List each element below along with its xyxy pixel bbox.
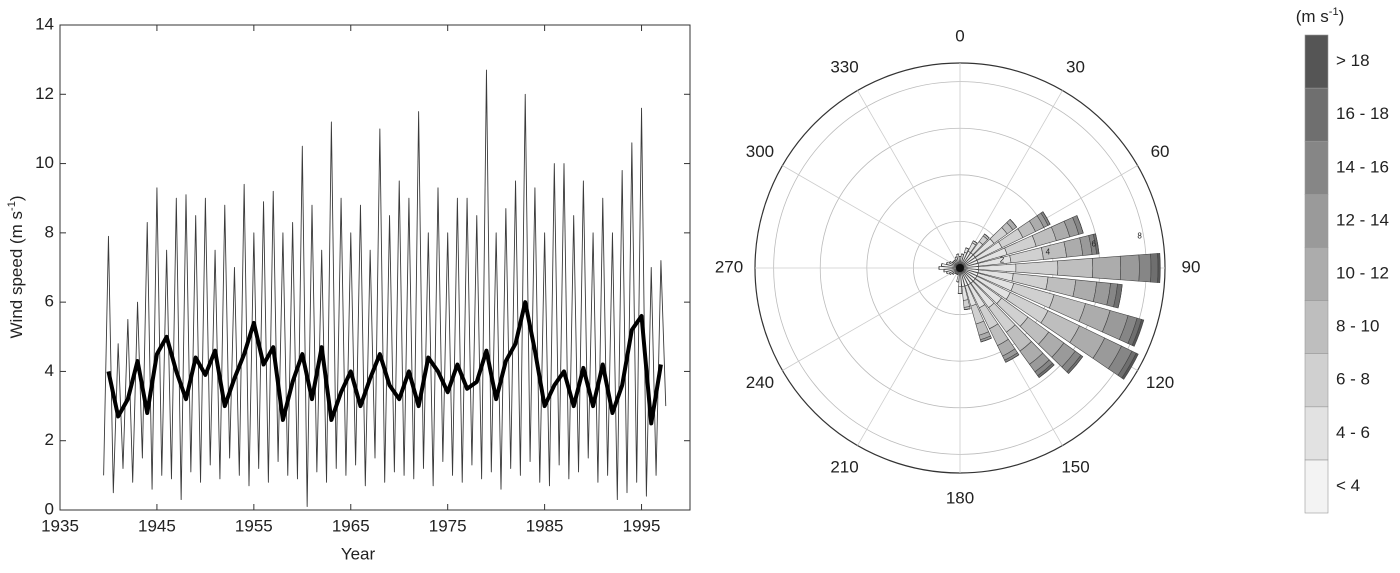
x-axis-label: Year bbox=[341, 544, 376, 563]
angular-grid bbox=[959, 90, 1063, 269]
y-tick-label: 6 bbox=[45, 292, 54, 311]
smoothed-line bbox=[106, 300, 663, 426]
legend-label: 12 - 14 bbox=[1336, 210, 1389, 229]
rose-segment bbox=[980, 337, 992, 343]
rose-segment bbox=[1150, 253, 1159, 283]
angle-label: 60 bbox=[1151, 142, 1170, 161]
rose-segment bbox=[1038, 364, 1055, 378]
radial-tick-label: 2 bbox=[1000, 256, 1005, 265]
rose-segment bbox=[1076, 215, 1084, 234]
radial-tick-label: 4 bbox=[1046, 248, 1051, 257]
legend-label: 6 - 8 bbox=[1336, 370, 1370, 389]
rose-segment bbox=[1063, 237, 1084, 258]
legend-label: < 4 bbox=[1336, 476, 1360, 495]
angle-label: 270 bbox=[715, 257, 743, 276]
radial-tick-label: 8 bbox=[1137, 231, 1142, 240]
angle-label: 90 bbox=[1182, 257, 1201, 276]
legend-label: > 18 bbox=[1336, 51, 1370, 70]
x-tick-label: 1955 bbox=[235, 516, 273, 535]
rose-segment bbox=[984, 233, 990, 239]
y-tick-label: 4 bbox=[45, 361, 54, 380]
y-tick-label: 0 bbox=[45, 499, 54, 518]
legend-title-sup: -1 bbox=[1329, 6, 1339, 18]
rose-segment bbox=[1009, 219, 1017, 228]
legend-swatch bbox=[1304, 459, 1329, 514]
monthly-line bbox=[103, 69, 667, 507]
angle-label: 180 bbox=[946, 488, 974, 507]
plot-frame bbox=[59, 24, 691, 511]
rose-segment bbox=[1005, 354, 1020, 363]
angular-grid bbox=[857, 267, 961, 446]
angle-label: 240 bbox=[746, 373, 774, 392]
rose-segment bbox=[1131, 319, 1145, 347]
x-tick-label: 1945 bbox=[138, 516, 176, 535]
y-tick-label: 8 bbox=[45, 222, 54, 241]
legend-swatch bbox=[1304, 406, 1329, 461]
rose-segment bbox=[949, 272, 951, 275]
legend-title-close: ) bbox=[1339, 7, 1345, 26]
legend-swatch bbox=[1304, 194, 1329, 248]
rose-segment bbox=[1117, 284, 1123, 309]
radial-tick-label: 6 bbox=[1091, 240, 1096, 249]
x-tick-label: 1975 bbox=[429, 516, 467, 535]
x-tick-label: 1965 bbox=[332, 516, 370, 535]
rose-segment bbox=[1057, 257, 1094, 279]
legend-swatch bbox=[1304, 353, 1329, 408]
rose-segment bbox=[962, 299, 971, 308]
legend-swatch bbox=[1304, 34, 1329, 89]
y-tick-label: 12 bbox=[35, 84, 54, 103]
rose-segment bbox=[955, 256, 957, 258]
y-label-sup: -1 bbox=[6, 201, 18, 211]
legend-title: (m s-1) bbox=[1296, 6, 1345, 27]
y-label-close: ) bbox=[7, 196, 26, 202]
x-tick-label: 1995 bbox=[623, 516, 661, 535]
legend-swatch bbox=[1304, 247, 1329, 301]
angle-label: 0 bbox=[955, 26, 964, 45]
rose-segment bbox=[1119, 254, 1140, 282]
angle-label: 30 bbox=[1066, 57, 1085, 76]
rose-segment bbox=[1092, 255, 1122, 281]
y-tick-label: 2 bbox=[45, 430, 54, 449]
rose-segment bbox=[1157, 253, 1161, 283]
y-axis-label: Wind speed (m s-1) bbox=[6, 196, 27, 339]
angle-label: 330 bbox=[830, 57, 858, 76]
rose-segment bbox=[957, 286, 963, 294]
rose-segment bbox=[949, 261, 951, 264]
angle-label: 120 bbox=[1146, 373, 1174, 392]
legend-title-text: (m s bbox=[1296, 7, 1329, 26]
rose-segment bbox=[1138, 253, 1152, 283]
legend-label: 4 - 6 bbox=[1336, 423, 1370, 442]
legend-swatch bbox=[1304, 87, 1329, 142]
angle-label: 210 bbox=[830, 458, 858, 477]
legend-label: 10 - 12 bbox=[1336, 263, 1389, 282]
legend-swatch bbox=[1304, 140, 1329, 195]
rose-segment bbox=[946, 262, 948, 265]
x-tick-label: 1935 bbox=[41, 516, 79, 535]
legend-label: 16 - 18 bbox=[1336, 104, 1389, 123]
rose-segment bbox=[946, 271, 948, 274]
legend-label: 14 - 16 bbox=[1336, 157, 1389, 176]
angle-label: 300 bbox=[746, 142, 774, 161]
rose-segment bbox=[1121, 352, 1139, 380]
angular-grid bbox=[782, 267, 961, 371]
angle-label: 150 bbox=[1061, 458, 1089, 477]
x-tick-label: 1985 bbox=[526, 516, 564, 535]
angular-grid bbox=[782, 165, 961, 269]
rose-segment bbox=[1015, 260, 1059, 276]
angular-grid bbox=[857, 90, 961, 269]
y-label-text: Wind speed (m s bbox=[7, 211, 26, 339]
y-tick-label: 10 bbox=[35, 153, 54, 172]
center-dot bbox=[956, 264, 964, 272]
legend-swatch bbox=[1304, 300, 1329, 354]
rose-segment bbox=[1072, 279, 1098, 303]
legend-label: 8 - 10 bbox=[1336, 317, 1379, 336]
rose-segment bbox=[965, 247, 969, 250]
y-tick-label: 14 bbox=[35, 14, 54, 33]
